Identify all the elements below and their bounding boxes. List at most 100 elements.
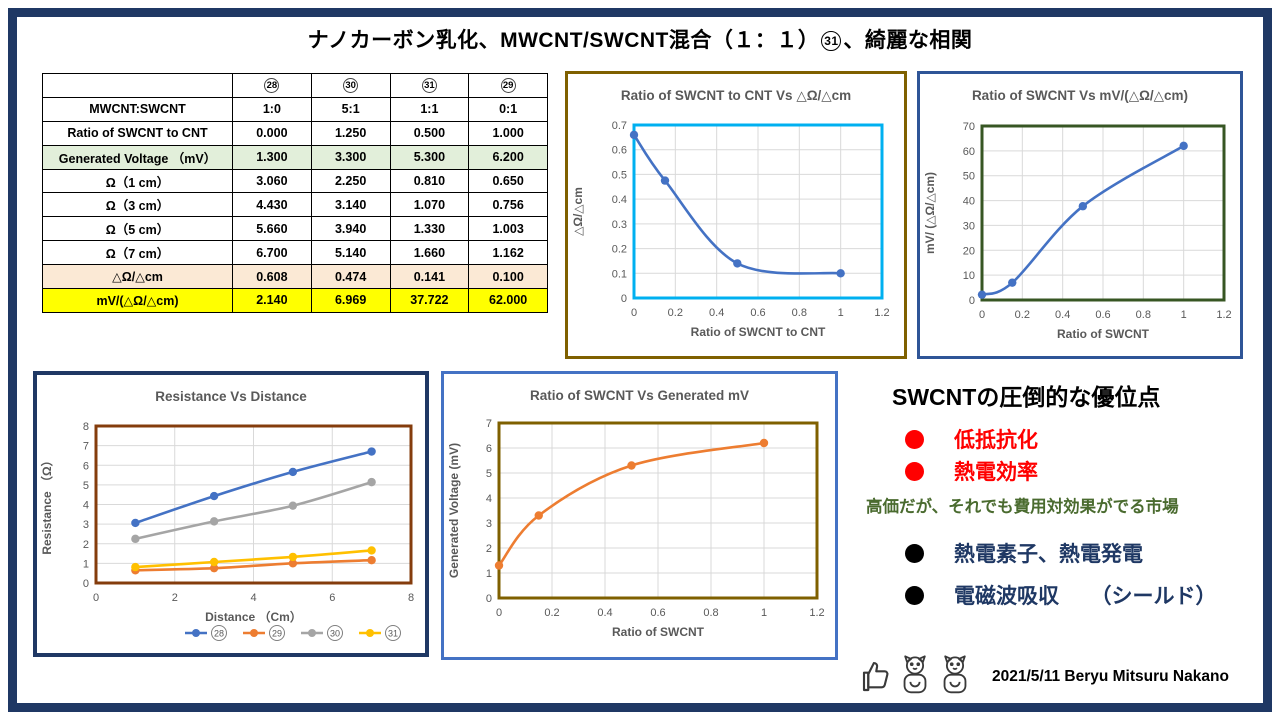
svg-text:0: 0 [631, 307, 637, 319]
y-axis-label: Generated Voltage (mV) [447, 443, 461, 578]
legend-circled-number-30 [327, 625, 343, 641]
svg-text:7: 7 [83, 441, 89, 453]
series [494, 438, 769, 570]
chart-legend: 28 29 30 31 [185, 625, 401, 641]
table-value-cell: 0.474 [310, 264, 391, 290]
data-table-head: 28 30 31 29 [42, 73, 548, 98]
chart-svg-2: 0 0.2 0.4 0.6 0.8 1 1.2 0 10 20 30 40 50 60 70 Ratio of… [923, 88, 1232, 341]
svg-text:0.2: 0.2 [612, 244, 627, 256]
svg-text:0.2: 0.2 [1015, 309, 1030, 321]
svg-text:0.2: 0.2 [668, 307, 683, 319]
table-label-cell: mV/(△Ω/△cm) [42, 288, 233, 313]
advantage-label: 熱電効率 [954, 461, 1038, 484]
svg-text:0.6: 0.6 [1095, 309, 1110, 321]
x-axis-ticks: 0 2 4 6 8 [93, 592, 414, 604]
table-header-cell: 30 [310, 73, 391, 98]
page-title: ナノカーボン乳化、MWCNT/SWCNT混合（１：１） 31 、綺麗な相関 [0, 24, 1280, 54]
table-value-cell: 1:0 [232, 96, 312, 122]
gridlines [981, 125, 1225, 301]
table-corner-cell [42, 73, 233, 98]
table-value-cell: 5.660 [232, 216, 312, 242]
table-row: mV/(△Ω/△cm) 2.140 6.969 37.722 62.000 [42, 288, 548, 313]
table-value-cell: 5.300 [389, 144, 470, 170]
svg-text:0.6: 0.6 [750, 307, 765, 319]
table-value-cell: 1:1 [389, 96, 470, 122]
page-title-prefix: ナノカーボン乳化、MWCNT/SWCNT混合（１：１） [307, 29, 820, 52]
svg-text:0.4: 0.4 [597, 607, 612, 619]
table-label-cell: Ratio of SWCNT to CNT [42, 120, 233, 146]
svg-text:0: 0 [496, 607, 502, 619]
chart-title: Ratio of SWCNT Vs Generated mV [530, 388, 749, 403]
x-axis-ticks: 0 0.2 0.4 0.6 0.8 1 1.2 [979, 309, 1232, 321]
table-row: Ratio of SWCNT to CNT 0.000 1.250 0.500 1.00… [42, 120, 548, 146]
svg-text:1: 1 [761, 607, 767, 619]
table-value-cell: 1.660 [389, 240, 470, 266]
chart-title: Resistance Vs Distance [155, 389, 307, 404]
svg-text:1: 1 [486, 568, 492, 580]
svg-text:0.4: 0.4 [612, 194, 627, 206]
y-axis-label: mV/ (△Ω/△cm) [923, 172, 937, 254]
chart-title: Ratio of SWCNT to CNT Vs △Ω/△cm [621, 88, 851, 103]
chart1: 0 0.2 0.4 0.6 0.8 1 1.2 0 0.1 0.2 0.3 0.4 0.5 0.6 0.7 R… [565, 71, 907, 359]
application-label: 熱電素子、熱電発電 [954, 543, 1143, 566]
svg-text:70: 70 [963, 121, 975, 133]
chart3: 0 2 4 6 8 0 1 2 3 4 5 6 7 8 Resistance Vs Distance Dist… [33, 371, 429, 657]
table-value-cell: 1.162 [468, 240, 548, 266]
circled-number-31: 31 [421, 78, 437, 94]
application-label: 電磁波吸収 （シールド） [954, 585, 1217, 608]
table-value-cell: 3.140 [310, 192, 391, 218]
svg-text:6: 6 [329, 592, 335, 604]
svg-text:2: 2 [172, 592, 178, 604]
svg-text:3: 3 [486, 518, 492, 530]
x-axis-label: Ratio of SWCNT [612, 625, 705, 639]
table-value-cell: 6.700 [232, 240, 312, 266]
data-table-body: MWCNT:SWCNT 1:0 5:1 1:1 0:1 Ratio of SWCNT to… [42, 96, 548, 313]
svg-text:4: 4 [486, 493, 492, 505]
thumbs-up-icon [860, 654, 892, 699]
table-label-cell: Ω（7 cm） [42, 240, 233, 266]
svg-text:0.5: 0.5 [612, 169, 627, 181]
svg-text:0: 0 [979, 309, 985, 321]
svg-text:6: 6 [486, 443, 492, 455]
svg-text:30: 30 [330, 629, 340, 639]
table-row: MWCNT:SWCNT 1:0 5:1 1:1 0:1 [42, 96, 548, 122]
series-30 [131, 477, 376, 544]
table-value-cell: 0.810 [389, 168, 470, 194]
legend-circled-number-31 [385, 625, 401, 641]
svg-text:0.1: 0.1 [612, 268, 627, 280]
svg-text:1.2: 1.2 [874, 307, 889, 319]
plot-area-border [632, 123, 884, 300]
svg-text:1: 1 [83, 558, 89, 570]
chart2: 0 0.2 0.4 0.6 0.8 1 1.2 0 10 20 30 40 50 60 70 Ratio of… [917, 71, 1243, 359]
circled-number-29: 29 [500, 78, 516, 94]
circled-number-30: 30 [343, 78, 359, 94]
table-value-cell: 1.070 [389, 192, 470, 218]
svg-text:0.8: 0.8 [792, 307, 807, 319]
svg-text:0.7: 0.7 [612, 120, 627, 132]
y-axis-label: Resistance （Ω） [39, 454, 54, 554]
svg-text:31: 31 [388, 629, 398, 639]
chart-title: Ratio of SWCNT Vs mV/(△Ω/△cm) [972, 88, 1188, 103]
application-item-emi-shield: 電磁波吸収 （シールド） [905, 580, 1217, 610]
y-axis-ticks: 0 1 2 3 4 5 6 7 8 [83, 421, 89, 590]
red-bullet-icon [905, 461, 924, 481]
svg-text:6: 6 [83, 460, 89, 472]
table-value-cell: 0.100 [468, 264, 548, 290]
advantage-item-low-resistance: 低抵抗化 [905, 424, 1038, 454]
table-label-cell: △Ω/△cm [42, 264, 233, 290]
svg-text:0.4: 0.4 [1055, 309, 1070, 321]
svg-text:0.3: 0.3 [612, 219, 627, 231]
series-28 [131, 447, 376, 528]
market-note: 高価だが、それでも費用対効果がでる市場 [866, 498, 1179, 516]
svg-text:5: 5 [83, 480, 89, 492]
table-header-cell: 29 [468, 73, 548, 98]
table-value-cell: 3.940 [310, 216, 391, 242]
svg-text:0: 0 [621, 293, 627, 305]
table-row: Ω（3 cm） 4.430 3.140 1.070 0.756 [42, 192, 548, 218]
table-label-cell: Generated Voltage （mV） [42, 144, 233, 170]
svg-text:50: 50 [963, 171, 975, 183]
series [977, 141, 1188, 299]
advantage-item-thermoelectric-efficiency: 熱電効率 [905, 456, 1038, 486]
table-value-cell: 0.500 [389, 120, 470, 146]
